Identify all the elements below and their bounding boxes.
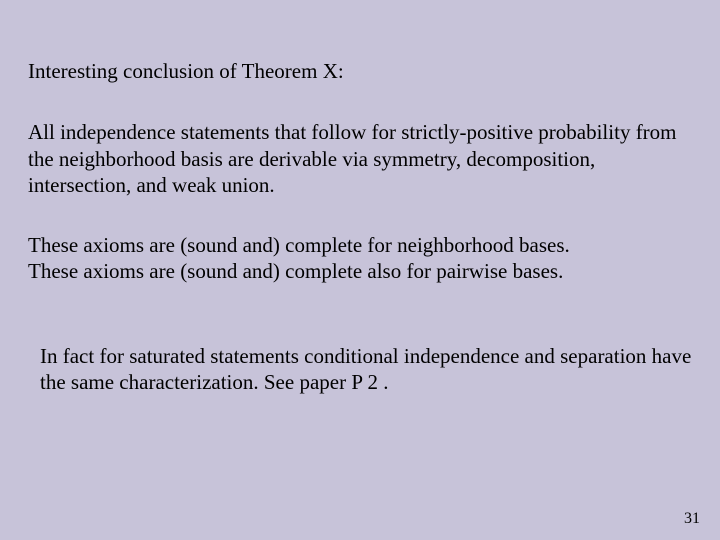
- paragraph-2: These axioms are (sound and) complete fo…: [28, 232, 692, 285]
- paragraph-1: All independence statements that follow …: [28, 119, 692, 198]
- para2-line1: These axioms are (sound and) complete fo…: [28, 233, 570, 257]
- para2-line2: These axioms are (sound and) complete al…: [28, 259, 563, 283]
- paragraph-3: In fact for saturated statements conditi…: [28, 343, 692, 396]
- slide-heading: Interesting conclusion of Theorem X:: [28, 58, 692, 85]
- slide-body: Interesting conclusion of Theorem X: All…: [0, 0, 720, 395]
- page-number: 31: [684, 510, 700, 528]
